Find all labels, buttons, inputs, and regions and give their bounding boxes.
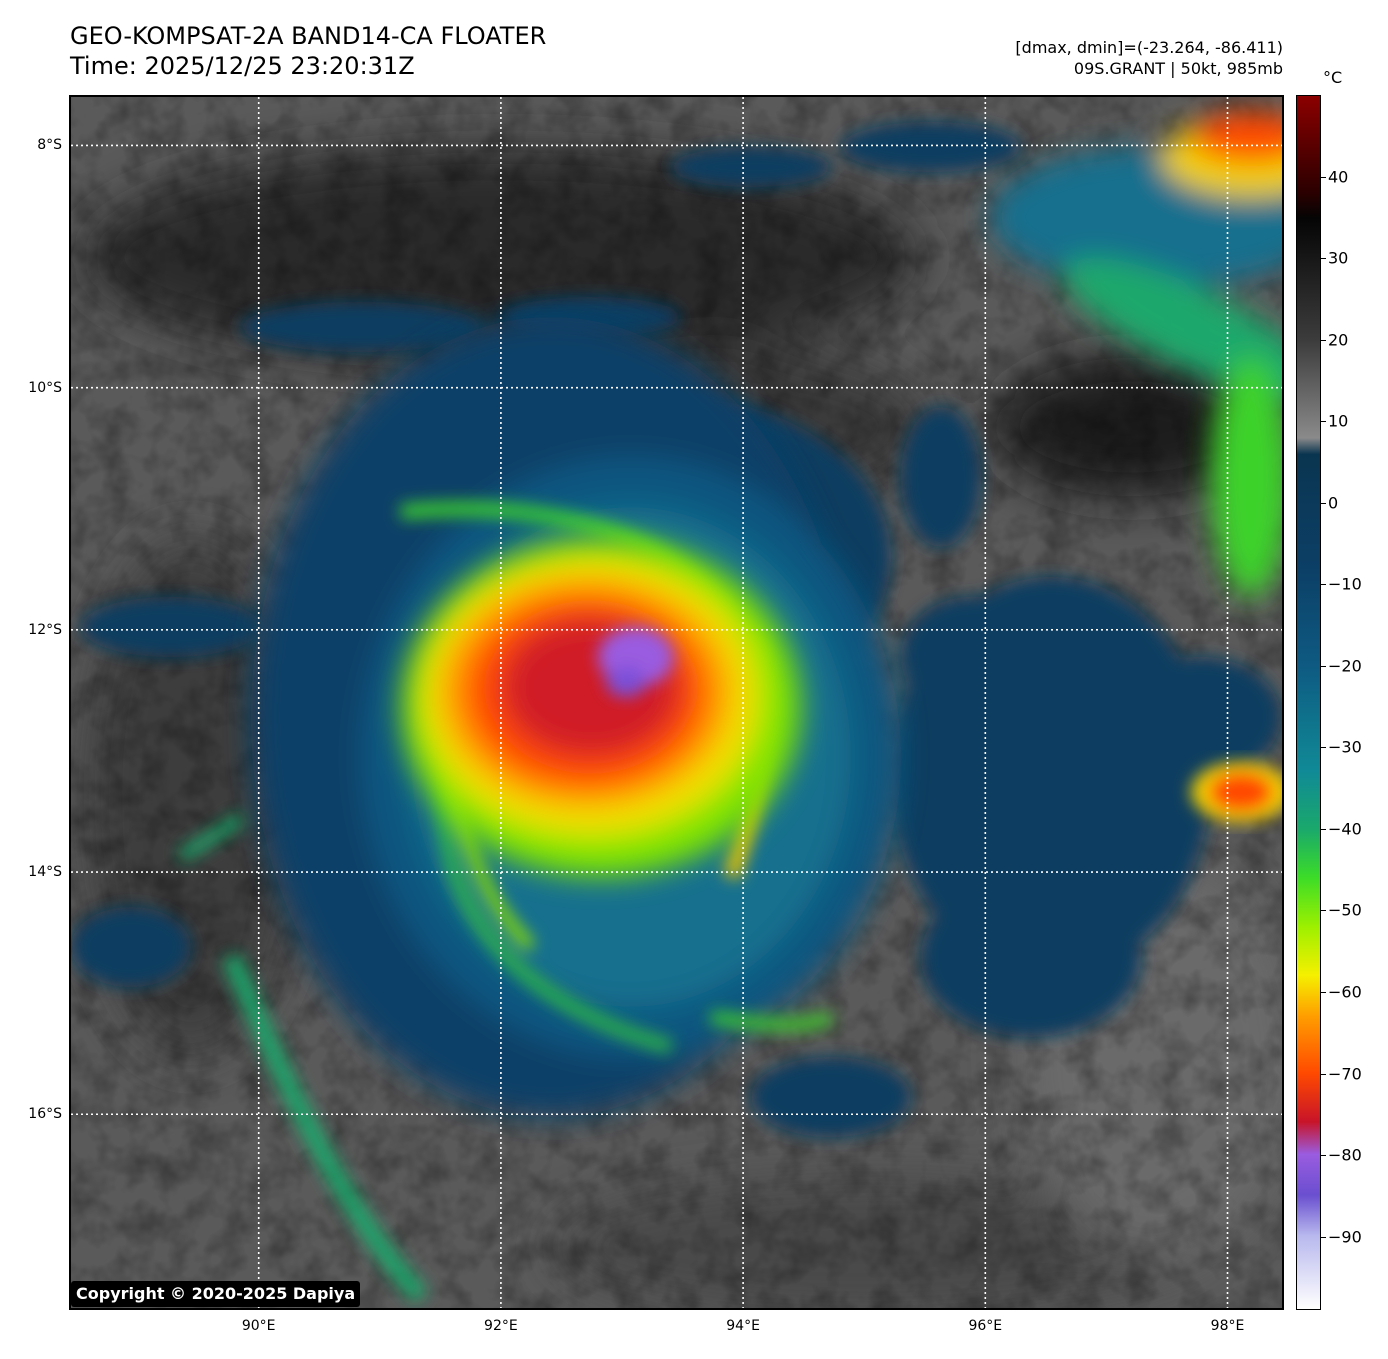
temperature-colorbar (1296, 95, 1321, 1310)
longitude-label: 98°E (1210, 1318, 1245, 1334)
colorbar-tick (1320, 258, 1326, 260)
northeast-convective-band (991, 112, 1282, 597)
longitude-label: 90°E (241, 1318, 276, 1334)
imagery-canvas (71, 97, 1282, 1308)
colorbar-tick-label: −70 (1328, 1064, 1362, 1084)
colorbar-tick-label: −80 (1328, 1145, 1362, 1165)
latitude-label: 8°S (37, 137, 62, 154)
temperature-range-info: [dmax, dmin]=(-23.264, -86.411) (1015, 38, 1283, 57)
colorbar-tick (1320, 176, 1326, 178)
colorbar-tick (1320, 421, 1326, 423)
colorbar-tick-label: 30 (1328, 248, 1349, 268)
east-convective-cell (1191, 762, 1282, 822)
colorbar-tick (1320, 828, 1326, 830)
latitude-label: 16°S (28, 1106, 62, 1123)
map-title: GEO-KOMPSAT-2A BAND14-CA FLOATER (70, 22, 547, 50)
colorbar-tick-label: 10 (1328, 411, 1349, 431)
colorbar-unit: °C (1323, 68, 1343, 87)
colorbar-tick-label: −60 (1328, 982, 1362, 1002)
colorbar-tick-label: 20 (1328, 330, 1349, 350)
central-dense-overcast (401, 537, 801, 877)
longitude-label: 94°E (726, 1318, 760, 1334)
latitude-label: 10°S (28, 379, 62, 396)
longitude-label: 92°E (484, 1318, 518, 1334)
storm-info: 09S.GRANT | 50kt, 985mb (1073, 59, 1283, 78)
colorbar-tick (1320, 584, 1326, 586)
graticule (71, 97, 1282, 1308)
colorbar-tick-label: 0 (1328, 493, 1339, 513)
colorbar-tick (1320, 1155, 1326, 1157)
colorbar-tick (1320, 910, 1326, 912)
colorbar-tick (1320, 1236, 1326, 1238)
colorbar-tick-label: −10 (1328, 574, 1362, 594)
coldest-cloud-tops (598, 627, 674, 697)
colorbar-tick-label: −50 (1328, 900, 1362, 920)
colorbar-tick-label: −90 (1328, 1227, 1362, 1247)
satellite-imagery-map (69, 95, 1284, 1310)
latitude-label: 14°S (28, 864, 62, 881)
latitude-label: 12°S (28, 621, 62, 638)
colorbar-tick (1320, 339, 1326, 341)
copyright-notice: Copyright © 2020-2025 Dapiya (71, 1281, 361, 1307)
map-timestamp: Time: 2025/12/25 23:20:31Z (70, 52, 415, 80)
colorbar-tick-label: 40 (1328, 167, 1349, 187)
colorbar-tick (1320, 747, 1326, 749)
colorbar-tick (1320, 665, 1326, 667)
longitude-label: 96°E (968, 1318, 1003, 1334)
colorbar-tick-label: −40 (1328, 819, 1362, 839)
colorbar-tick-label: −20 (1328, 656, 1362, 676)
colorbar-tick-label: −30 (1328, 737, 1362, 757)
colorbar-tick (1320, 502, 1326, 504)
colorbar-tick (1320, 1073, 1326, 1075)
colorbar-tick (1320, 991, 1326, 993)
